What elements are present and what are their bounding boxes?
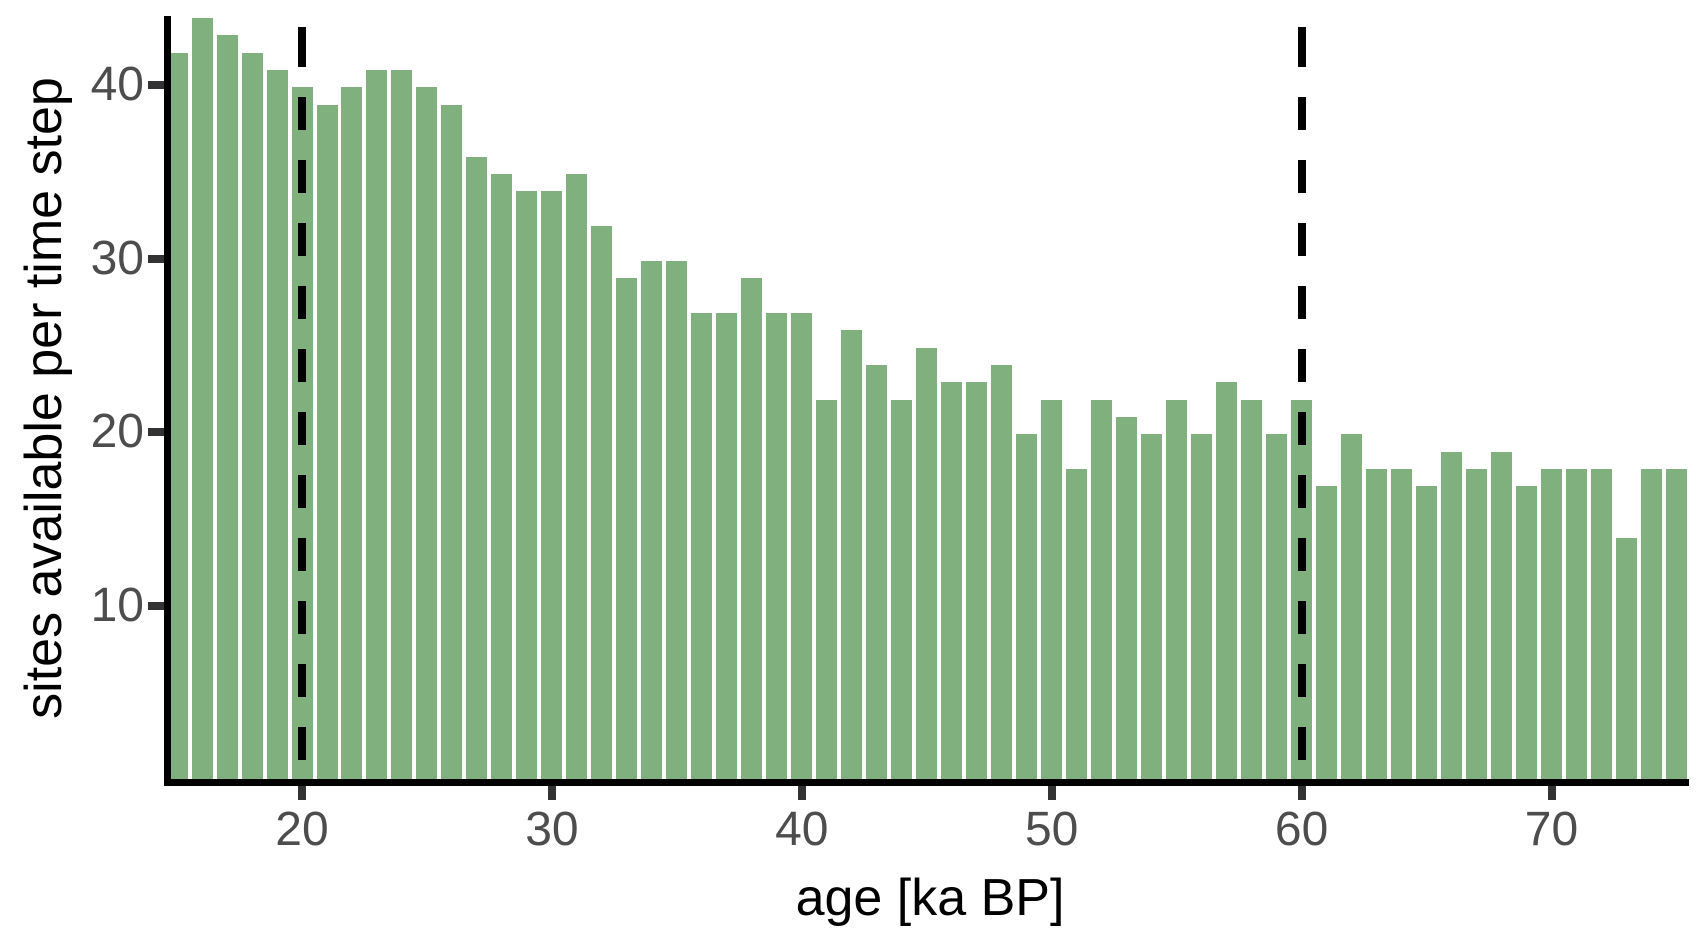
bar-age-61: [1314, 484, 1340, 779]
y-tick-10: [148, 601, 164, 610]
bar-age-68: [1489, 449, 1515, 779]
bar-age-41: [814, 397, 840, 779]
bar-age-75: [1664, 466, 1689, 779]
x-axis-line: [164, 779, 1689, 786]
x-tick-60: [1297, 786, 1306, 800]
bar-age-21: [314, 102, 340, 779]
bar-age-36: [689, 310, 715, 779]
bar-age-47: [964, 380, 990, 779]
dashed-vline-20: [298, 16, 306, 779]
bar-age-30: [539, 189, 565, 779]
bar-age-25: [414, 85, 440, 779]
x-axis-title: age [ka BP]: [795, 869, 1065, 927]
bar-age-50: [1039, 397, 1065, 779]
bar-age-29: [514, 189, 540, 779]
bar-age-72: [1589, 466, 1614, 779]
bar-age-17: [214, 33, 240, 779]
x-tick-40: [797, 786, 806, 800]
y-tick-label-10: 10: [90, 578, 144, 632]
bar-age-28: [489, 172, 515, 779]
x-tick-50: [1047, 786, 1056, 800]
bar-age-49: [1014, 432, 1040, 779]
bar-age-71: [1564, 466, 1589, 779]
x-tick-30: [547, 786, 556, 800]
bar-age-64: [1389, 466, 1415, 779]
y-tick-20: [148, 428, 164, 437]
y-tick-40: [148, 81, 164, 90]
bar-age-51: [1064, 466, 1090, 779]
bar-age-27: [464, 154, 490, 779]
x-tick-label-70: 70: [1524, 803, 1579, 856]
bar-age-44: [889, 397, 915, 779]
bar-age-69: [1514, 484, 1540, 779]
bar-age-16: [189, 16, 215, 779]
bar-age-59: [1264, 432, 1290, 779]
bar-age-23: [364, 68, 390, 779]
bar-age-62: [1339, 432, 1365, 779]
bar-age-38: [739, 276, 765, 779]
y-axis-line: [164, 16, 171, 786]
bar-age-53: [1114, 414, 1140, 779]
y-tick-label-30: 30: [90, 231, 144, 285]
x-tick-label-40: 40: [775, 803, 829, 856]
bar-age-24: [389, 68, 415, 779]
x-tick-70: [1547, 786, 1556, 800]
bar-age-15: [171, 50, 190, 779]
bar-age-57: [1214, 380, 1240, 779]
bar-age-22: [339, 85, 365, 779]
y-tick-label-20: 20: [90, 405, 144, 459]
x-tick-label-30: 30: [525, 803, 579, 856]
bar-age-33: [614, 276, 640, 779]
bar-age-73: [1614, 536, 1639, 779]
bar-age-74: [1639, 466, 1664, 779]
bar-age-40: [789, 310, 815, 779]
bar-age-46: [939, 380, 965, 779]
y-tick-label-40: 40: [90, 58, 144, 112]
bar-age-39: [764, 310, 790, 779]
bar-age-70: [1539, 466, 1564, 779]
plot-panel: [171, 16, 1689, 779]
bar-age-54: [1139, 432, 1165, 779]
x-tick-label-20: 20: [275, 803, 329, 856]
bar-age-43: [864, 362, 890, 779]
bar-age-48: [989, 362, 1015, 779]
dashed-vline-60: [1297, 16, 1306, 779]
bar-age-18: [239, 50, 265, 779]
bar-age-35: [664, 258, 690, 779]
bar-age-66: [1439, 449, 1465, 779]
bar-age-45: [914, 345, 940, 779]
bar-age-67: [1464, 466, 1490, 779]
bar-age-37: [714, 310, 740, 779]
bar-age-65: [1414, 484, 1440, 779]
bar-age-58: [1239, 397, 1265, 779]
bar-age-55: [1164, 397, 1190, 779]
bar-age-52: [1089, 397, 1115, 779]
bar-age-42: [839, 328, 865, 779]
x-tick-label-60: 60: [1274, 803, 1329, 856]
bar-age-56: [1189, 432, 1215, 779]
x-tick-label-50: 50: [1024, 803, 1079, 856]
bar-age-32: [589, 224, 615, 779]
bar-age-31: [564, 172, 590, 779]
bar-age-63: [1364, 466, 1390, 779]
bar-age-26: [439, 102, 465, 779]
y-tick-30: [148, 254, 164, 263]
bar-age-34: [639, 258, 665, 779]
bar-age-19: [264, 68, 290, 779]
x-tick-20: [298, 786, 306, 800]
